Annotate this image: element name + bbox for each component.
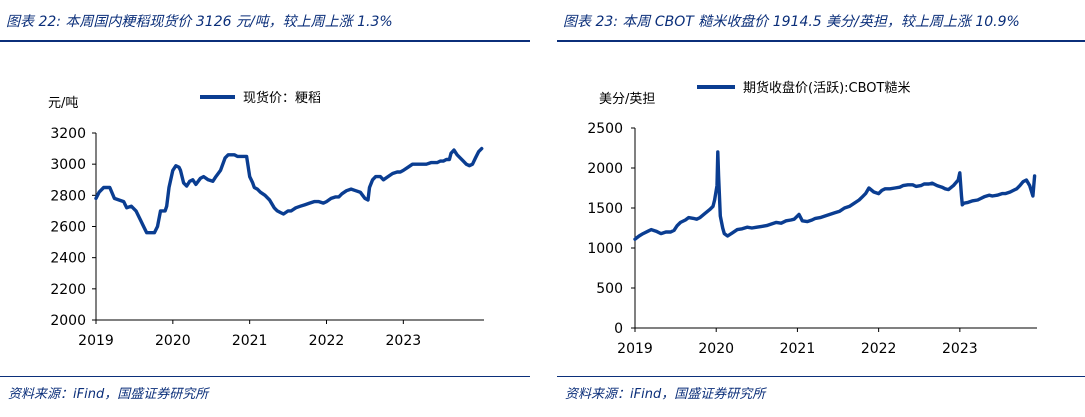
x-tick-label: 2021 [232, 333, 268, 349]
y-tick-label: 3000 [50, 157, 86, 173]
chart-panel-cbot-rice: 图表 23: 本周 CBOT 糙米收盘价 1914.5 美分/英担，较上周上涨 … [557, 0, 1085, 417]
legend-label: 期货收盘价(活跃):CBOT糙米 [743, 80, 910, 96]
y-tick-label: 0 [614, 321, 623, 337]
source-divider [557, 376, 1085, 377]
chart-title: 图表 23: 本周 CBOT 糙米收盘价 1914.5 美分/英担，较上周上涨 … [563, 14, 1020, 30]
x-tick-label: 2023 [942, 341, 978, 357]
source-note: 资料来源：iFind，国盛证券研究所 [8, 387, 209, 402]
y-tick-label: 2500 [587, 121, 623, 137]
legend-label: 现货价：粳稻 [243, 90, 321, 106]
y-tick-label: 2200 [50, 282, 86, 298]
x-tick-label: 2022 [861, 341, 897, 357]
x-tick-label: 2019 [617, 341, 653, 357]
x-tick-label: 2021 [780, 341, 816, 357]
y-tick-label: 2400 [50, 251, 86, 267]
y-tick-label: 500 [596, 281, 623, 297]
y-tick-label: 2800 [50, 188, 86, 204]
chart-panel-rice-spot: 图表 22: 本周国内粳稻现货价 3126 元/吨，较上周上涨 1.3% 200… [0, 0, 530, 417]
y-tick-label: 1000 [587, 241, 623, 257]
x-tick-label: 2019 [78, 333, 114, 349]
chart-title: 图表 22: 本周国内粳稻现货价 3126 元/吨，较上周上涨 1.3% [6, 14, 393, 30]
x-tick-label: 2020 [698, 341, 734, 357]
y-tick-label: 2000 [587, 161, 623, 177]
y-tick-label: 2600 [50, 220, 86, 236]
source-note: 资料来源：iFind，国盛证券研究所 [565, 387, 766, 402]
x-tick-label: 2023 [386, 333, 422, 349]
y-axis-unit-label: 美分/英担 [599, 92, 655, 107]
x-tick-label: 2020 [155, 333, 191, 349]
y-axis-unit-label: 元/吨 [48, 96, 78, 111]
series-line [94, 146, 484, 235]
series-line [633, 150, 1037, 241]
x-tick-label: 2022 [309, 333, 345, 349]
title-divider [0, 40, 530, 42]
y-tick-label: 1500 [587, 201, 623, 217]
chart-area: 2000 2200 2400 2600 2800 3000 3200 2019 2020 2021… [48, 90, 484, 349]
chart-area: 0 500 1000 1500 2000 2500 2019 2020 2021 2022 2023… [587, 80, 1037, 357]
title-divider [557, 40, 1085, 42]
source-divider [0, 376, 530, 377]
y-tick-label: 3200 [50, 126, 86, 142]
y-tick-label: 2000 [50, 313, 86, 329]
